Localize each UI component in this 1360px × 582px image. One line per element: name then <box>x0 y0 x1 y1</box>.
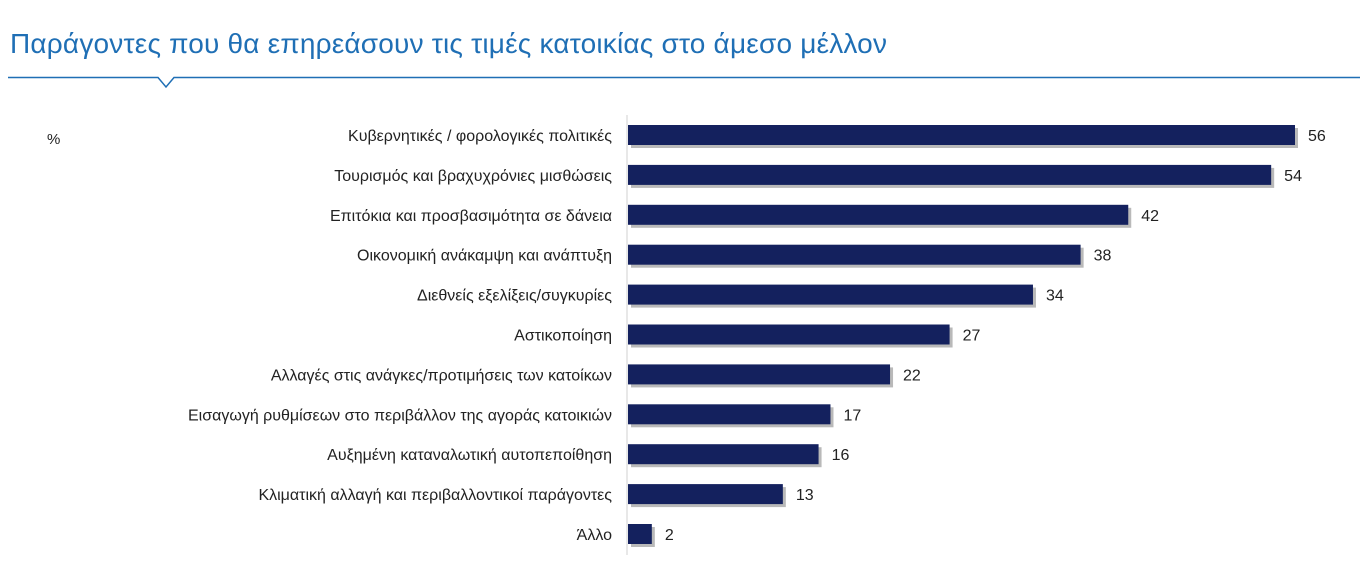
bar <box>628 404 831 425</box>
value-label: 22 <box>903 367 921 384</box>
value-label: 42 <box>1141 208 1159 225</box>
category-label: Αστικοποίηση <box>514 328 612 345</box>
value-label: 16 <box>832 447 850 464</box>
category-label: Εισαγωγή ρυθμίσεων στο περιβάλλον της αγ… <box>188 407 612 424</box>
value-label: 56 <box>1308 128 1326 145</box>
value-label: 34 <box>1046 288 1064 305</box>
category-label: Αλλαγές στις ανάγκες/προτιμήσεις των κατ… <box>271 367 612 384</box>
category-label: Οικονομική ανάκαμψη και ανάπτυξη <box>357 248 612 265</box>
title-underline-line <box>8 76 1360 89</box>
bar <box>628 524 652 544</box>
bar <box>628 324 950 345</box>
category-label: Αυξημένη καταναλωτική αυτοπεποίθηση <box>327 447 612 464</box>
bar <box>628 364 891 385</box>
value-label: 17 <box>843 407 861 424</box>
category-label: Επιτόκια και προσβασιμότητα σε δάνεια <box>330 208 612 225</box>
category-label: Άλλο <box>577 527 612 544</box>
value-label: 2 <box>665 527 674 544</box>
title-underline <box>8 76 1360 89</box>
chart-title: Παράγοντες που θα επηρεάσουν τις τιμές κ… <box>10 28 888 59</box>
category-label: Κλιματική αλλαγή και περιβαλλοντικοί παρ… <box>258 487 612 504</box>
value-label: 38 <box>1094 248 1112 265</box>
bar <box>628 164 1272 185</box>
bar <box>628 444 819 465</box>
bar <box>628 284 1033 305</box>
category-label: Κυβερνητικές / φορολογικές πολιτικές <box>348 128 612 145</box>
unit-label: % <box>47 131 61 148</box>
category-label: Τουρισμός και βραχυχρόνιες μισθώσεις <box>334 168 612 185</box>
bar <box>628 204 1129 225</box>
bar <box>628 484 783 505</box>
bar <box>628 125 1295 145</box>
value-label: 27 <box>963 328 981 345</box>
value-label: 13 <box>796 487 814 504</box>
category-label: Διεθνείς εξελίξεις/συγκυρίες <box>417 288 612 305</box>
bar <box>628 244 1081 265</box>
value-label: 54 <box>1284 168 1302 185</box>
